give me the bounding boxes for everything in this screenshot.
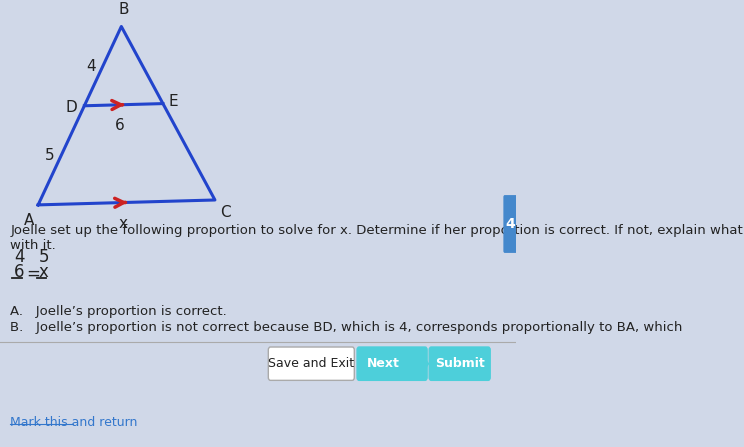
Text: Joelle set up the following proportion to solve for x. Determine if her proporti: Joelle set up the following proportion t… xyxy=(10,224,744,253)
Text: A: A xyxy=(25,213,35,228)
Text: 4: 4 xyxy=(86,59,96,74)
Text: B.   Joelle’s proportion is not correct because BD, which is 4, corresponds prop: B. Joelle’s proportion is not correct be… xyxy=(10,320,683,333)
Text: A.   Joelle’s proportion is correct.: A. Joelle’s proportion is correct. xyxy=(10,305,227,318)
Text: Save and Exit: Save and Exit xyxy=(269,357,354,370)
Text: x: x xyxy=(39,263,48,281)
FancyBboxPatch shape xyxy=(504,195,517,253)
Text: Mark this and return: Mark this and return xyxy=(10,416,138,429)
Text: E: E xyxy=(168,94,178,109)
Text: x: x xyxy=(118,216,127,231)
Text: 4: 4 xyxy=(14,248,25,266)
FancyBboxPatch shape xyxy=(269,347,354,380)
Text: D: D xyxy=(65,100,77,115)
Text: 6: 6 xyxy=(115,118,125,133)
FancyBboxPatch shape xyxy=(429,347,490,380)
Text: B: B xyxy=(118,2,129,17)
Text: =: = xyxy=(26,265,40,283)
Text: Submit: Submit xyxy=(434,357,484,370)
Text: Next: Next xyxy=(367,357,400,370)
FancyBboxPatch shape xyxy=(357,347,427,380)
Polygon shape xyxy=(420,352,429,377)
Text: 4: 4 xyxy=(505,218,515,232)
Text: 5: 5 xyxy=(45,148,54,163)
Text: 5: 5 xyxy=(39,248,49,266)
Text: 6: 6 xyxy=(14,263,25,281)
Text: C: C xyxy=(220,205,231,220)
